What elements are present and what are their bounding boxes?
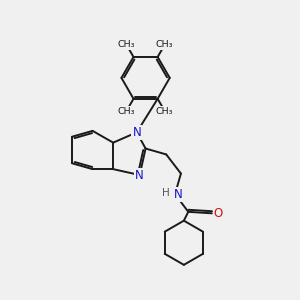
Text: N: N <box>174 188 182 201</box>
Text: CH₃: CH₃ <box>156 106 173 116</box>
Text: CH₃: CH₃ <box>118 106 135 116</box>
Text: O: O <box>214 207 223 220</box>
Text: CH₃: CH₃ <box>156 40 173 49</box>
Text: N: N <box>132 126 141 139</box>
Text: H: H <box>162 188 170 198</box>
Text: N: N <box>135 169 144 182</box>
Text: CH₃: CH₃ <box>118 40 135 49</box>
